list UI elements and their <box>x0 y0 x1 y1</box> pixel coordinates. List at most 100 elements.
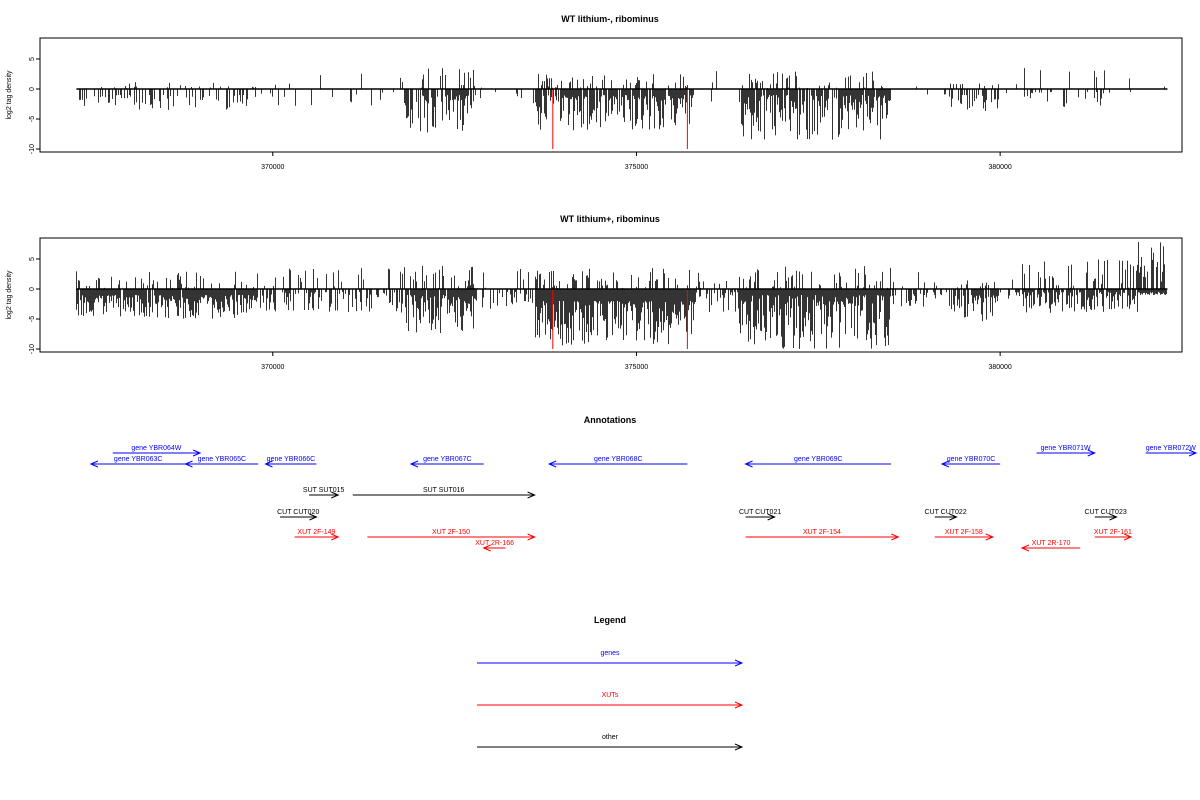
feature-gene-ybr067c: gene YBR067C <box>409 456 484 468</box>
bars-group <box>76 241 1168 349</box>
y-tick-label: -10 <box>29 144 36 154</box>
feature-cut-cut021: CUT CUT021 <box>739 509 781 521</box>
arrowhead <box>184 460 193 468</box>
x-tick-label: 370000 <box>261 364 284 371</box>
feature-cut-cut020: CUT CUT020 <box>277 509 319 521</box>
feature-label: gene YBR066C <box>267 456 316 463</box>
feature-gene-ybr069c: gene YBR069C <box>744 456 892 468</box>
arrowhead <box>1123 533 1133 541</box>
legend-label: other <box>602 734 619 741</box>
feature-cut-cut023: CUT CUT023 <box>1084 509 1127 521</box>
axes-group: -10 -5 0 5 370000 375000 380000 <box>29 257 1012 371</box>
feature-sut-sut015: SUT SUT015 <box>303 487 345 499</box>
y-tick-label: -5 <box>29 316 36 322</box>
feature-label: gene YBR065C <box>198 456 247 463</box>
feature-xut-2f-161: XUT 2F-161 <box>1094 529 1133 541</box>
feature-cut-cut022: CUT CUT022 <box>924 509 967 521</box>
x-tick-label: 380000 <box>988 364 1011 371</box>
arrowhead <box>767 513 776 521</box>
arrowhead <box>527 491 536 499</box>
bars-group <box>76 68 1168 149</box>
arrowhead <box>734 743 744 751</box>
plot-frame <box>39 237 1183 353</box>
arrowhead <box>744 460 753 468</box>
feature-sut-sut016: SUT SUT016 <box>352 487 536 499</box>
x-tick-label: 380000 <box>988 164 1011 171</box>
annotations-title: Annotations <box>584 415 637 425</box>
feature-label: gene YBR072W <box>1146 445 1196 452</box>
feature-xut-2f-150: XUT 2F-150 <box>367 529 536 541</box>
feature-gene-ybr064w: gene YBR064W <box>112 445 202 457</box>
y-tick-label: 5 <box>29 257 36 261</box>
feature-label: CUT CUT021 <box>739 509 781 516</box>
legend-items-group: genes XUTs other <box>477 650 744 751</box>
legend-item-genes: genes <box>477 650 744 667</box>
feature-label: XUT 2R-170 <box>1032 540 1071 547</box>
arrowhead <box>734 701 744 709</box>
arrowhead <box>331 491 340 499</box>
feature-gene-ybr070c: gene YBR070C <box>940 456 1001 468</box>
y-tick-label: 0 <box>29 87 36 91</box>
y-tick-label: 0 <box>29 287 36 291</box>
panel-title: WT lithium+, ribominus <box>560 214 660 224</box>
arrowhead <box>734 659 744 667</box>
panel-title: WT lithium-, ribominus <box>561 14 659 24</box>
feature-label: XUT 2F-150 <box>432 529 470 536</box>
arrowhead <box>949 513 958 521</box>
legend-label: genes <box>600 650 620 657</box>
arrowhead <box>547 460 557 468</box>
feature-label: XUT 2F-161 <box>1094 529 1132 536</box>
feature-gene-ybr071w: gene YBR071W <box>1036 445 1096 457</box>
feature-xut-2r-170: XUT 2R-170 <box>1020 540 1081 552</box>
feature-gene-ybr072w: gene YBR072W <box>1145 445 1198 457</box>
arrowhead <box>1020 544 1030 552</box>
y-axis-label: log2 tag density <box>6 270 13 320</box>
feature-label: XUT 2R-166 <box>475 540 514 547</box>
arrowhead <box>309 513 318 521</box>
arrowhead <box>331 533 340 541</box>
coverage-panel-lithium-plus: WT lithium+, ribominus log2 tag density … <box>6 214 1183 371</box>
arrowhead <box>482 544 491 552</box>
feature-label: gene YBR069C <box>794 456 843 463</box>
feature-label: XUT 2F-154 <box>803 529 841 536</box>
feature-label: gene YBR070C <box>947 456 996 463</box>
feature-label: SUT SUT016 <box>423 487 465 494</box>
arrowhead <box>409 460 419 468</box>
feature-label: gene YBR067C <box>423 456 472 463</box>
feature-xut-2f-149: XUT 2F-149 <box>294 529 340 541</box>
feature-gene-ybr068c: gene YBR068C <box>547 456 688 468</box>
arrowhead <box>985 533 995 541</box>
features-group: gene YBR063C gene YBR064W gene YBR065C gene… <box>89 445 1198 552</box>
feature-xut-2f-158: XUT 2F-158 <box>934 529 995 541</box>
x-tick-label: 375000 <box>625 364 648 371</box>
feature-label: gene YBR063C <box>114 456 163 463</box>
y-axis-label: log2 tag density <box>6 70 13 120</box>
legend-item-other: other <box>477 734 744 751</box>
arrowhead <box>891 533 900 541</box>
feature-gene-ybr066c: gene YBR066C <box>264 456 317 468</box>
arrowhead <box>1188 449 1198 457</box>
feature-label: gene YBR064W <box>131 445 181 452</box>
feature-gene-ybr063c: gene YBR063C <box>89 456 186 468</box>
legend: Legend genes XUTs other <box>477 615 744 751</box>
arrowhead <box>1109 513 1118 521</box>
feature-label: gene YBR068C <box>594 456 643 463</box>
arrowhead <box>192 449 202 457</box>
legend-label: XUTs <box>602 692 619 699</box>
feature-label: CUT CUT022 <box>924 509 966 516</box>
feature-label: CUT CUT023 <box>1084 509 1126 516</box>
feature-label: gene YBR071W <box>1041 445 1091 452</box>
y-tick-label: -10 <box>29 344 36 354</box>
feature-label: XUT 2F-149 <box>297 529 335 536</box>
arrowhead <box>527 533 536 541</box>
arrowhead <box>1087 449 1096 457</box>
arrowhead <box>264 460 273 468</box>
feature-label: XUT 2F-158 <box>945 529 983 536</box>
arrowhead <box>940 460 950 468</box>
y-tick-label: -5 <box>29 116 36 122</box>
feature-label: SUT SUT015 <box>303 487 345 494</box>
arrowhead <box>89 460 99 468</box>
feature-label: CUT CUT020 <box>277 509 319 516</box>
